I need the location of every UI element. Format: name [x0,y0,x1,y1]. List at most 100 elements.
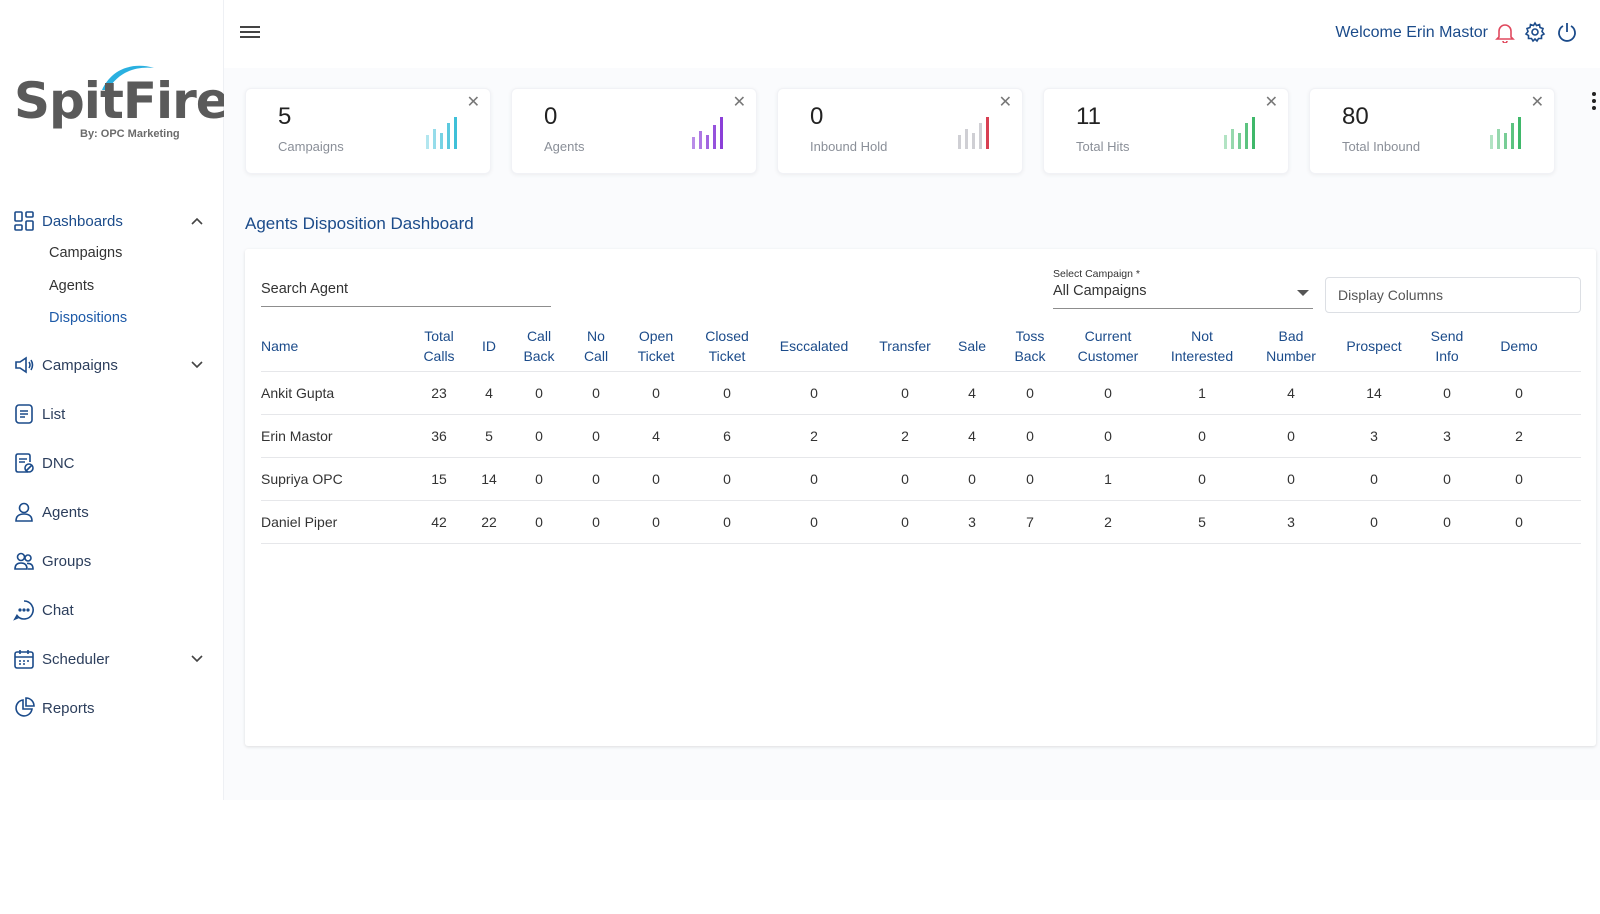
table-row[interactable]: Erin Mastor 36 5 0 0 4 6 2 2 4 0 0 0 0 3 3 2 [261,415,1581,458]
megaphone-icon [12,353,36,377]
table-cell: 4 [968,385,976,401]
sidebar-subitem-campaigns[interactable]: Campaigns [49,245,123,261]
table-cell: 0 [652,471,660,487]
column-header[interactable]: Esccalated [779,338,849,354]
column-header[interactable]: Send Info [1430,328,1464,364]
table-cell: 15 [431,471,447,487]
chevron-down-icon[interactable] [190,358,204,377]
table-cell: 0 [1026,428,1034,444]
bar-chart-icon [692,117,723,149]
sidebar-item-campaigns[interactable]: Campaigns [12,350,212,380]
close-icon[interactable]: ✕ [732,94,746,111]
sidebar-item-agents[interactable]: Agents [12,497,212,527]
column-header[interactable]: Prospect [1346,338,1402,354]
table-cell: 2 [1104,514,1112,530]
campaign-select[interactable]: All Campaigns [1053,283,1313,309]
sidebar-item-dnc[interactable]: DNC [12,448,212,478]
sidebar-item-reports[interactable]: Reports [12,693,212,723]
sidebar-item-label: List [42,405,66,423]
table-cell: 0 [535,471,543,487]
gear-icon[interactable] [1524,21,1548,45]
table-cell: 0 [535,514,543,530]
select-campaign-label: Select Campaign * [1053,268,1140,280]
display-columns-select[interactable]: Display Columns [1325,277,1581,313]
chevron-down-icon[interactable] [190,652,204,671]
more-options-icon[interactable] [1592,92,1598,113]
stat-label: Total Inbound [1342,139,1421,154]
table-cell: 0 [652,385,660,401]
table-cell: 3 [1443,428,1451,444]
section-title: Agents Disposition Dashboard [245,214,474,233]
table-row[interactable]: Ankit Gupta 23 4 0 0 0 0 0 0 4 0 0 1 4 14 0 0 [261,372,1581,415]
column-header[interactable]: Transfer [879,338,931,354]
table-cell: 4 [652,428,660,444]
sidebar-item-label: DNC [42,454,75,472]
close-icon[interactable]: ✕ [998,94,1012,111]
sidebar-subitem-dispositions[interactable]: Dispositions [49,310,128,326]
sidebar-item-dashboards[interactable]: Dashboards [12,206,212,236]
agent-name-cell: Erin Mastor [261,428,333,444]
stat-card-campaigns[interactable]: 5 Campaigns ✕ [245,88,491,174]
table-cell: 0 [1104,428,1112,444]
column-header[interactable]: Open Ticket [637,328,675,364]
table-cell: 0 [901,514,909,530]
table-cell: 5 [485,428,493,444]
table-cell: 7 [1026,514,1034,530]
bar-chart-icon [1224,117,1255,149]
search-agent-input[interactable]: Search Agent [261,279,551,307]
column-header[interactable]: Not Interested [1170,328,1234,364]
table-cell: 0 [723,471,731,487]
bell-icon[interactable] [1494,21,1518,45]
sidebar-item-label: Chat [42,601,74,619]
menu-icon[interactable] [240,26,260,40]
close-icon[interactable]: ✕ [1530,94,1544,111]
table-cell: 0 [1026,471,1034,487]
table-cell: 0 [1370,471,1378,487]
column-header[interactable]: Sale [957,338,987,354]
stat-card-total-hits[interactable]: 11 Total Hits ✕ [1043,88,1289,174]
table-cell: 1 [1104,471,1112,487]
column-header[interactable]: Bad Number [1266,328,1316,364]
sidebar-item-groups[interactable]: Groups [12,546,212,576]
stat-label: Inbound Hold [810,139,888,154]
column-header[interactable]: Call Back [523,328,555,364]
stat-card-total-inbound[interactable]: 80 Total Inbound ✕ [1309,88,1555,174]
stat-value: 11 [1076,103,1101,130]
table-cell: 0 [1443,471,1451,487]
table-cell: 0 [723,514,731,530]
table-cell: 5 [1198,514,1206,530]
column-header[interactable]: No Call [583,328,609,364]
column-header[interactable]: ID [482,338,496,354]
table-cell: 0 [1370,514,1378,530]
column-header[interactable]: Demo [1500,338,1538,354]
table-cell: 2 [810,428,818,444]
sidebar-item-chat[interactable]: Chat [12,595,212,625]
column-header[interactable]: Total Calls [423,328,455,364]
bar-chart-icon [426,117,457,149]
main-content: 5 Campaigns ✕ 0 Agents ✕ 0 Inbound Hold … [224,68,1600,800]
table-cell: 6 [723,428,731,444]
sidebar-subitem-agents[interactable]: Agents [49,278,95,294]
brand-logo[interactable]: SpitFire By: OPC Marketing [14,62,230,152]
column-header[interactable]: Current Customer [1077,328,1139,364]
campaign-select-value: All Campaigns [1053,283,1147,299]
stat-card-agents[interactable]: 0 Agents ✕ [511,88,757,174]
sidebar-item-list[interactable]: List [12,399,212,429]
sidebar-item-scheduler[interactable]: Scheduler [12,644,212,674]
table-row[interactable]: Daniel Piper 42 22 0 0 0 0 0 0 3 7 2 5 3 0 0 0 [261,501,1581,544]
column-header[interactable]: Name [261,338,299,354]
column-header[interactable]: Toss Back [1014,328,1046,364]
power-icon[interactable] [1556,21,1580,45]
close-icon[interactable]: ✕ [466,94,480,111]
column-header[interactable]: Closed Ticket [705,328,749,364]
close-icon[interactable]: ✕ [1264,94,1278,111]
dnc-icon [12,451,36,475]
table-cell: 14 [1366,385,1382,401]
table-row[interactable]: Supriya OPC 15 14 0 0 0 0 0 0 0 0 1 0 0 0 0 0 [261,458,1581,501]
table-cell: 0 [1198,428,1206,444]
stat-value: 80 [1342,103,1369,130]
stat-card-inbound-hold[interactable]: 0 Inbound Hold ✕ [777,88,1023,174]
stat-label: Campaigns [278,139,344,154]
chevron-up-icon[interactable] [190,214,204,233]
agent-name-cell: Ankit Gupta [261,385,335,401]
